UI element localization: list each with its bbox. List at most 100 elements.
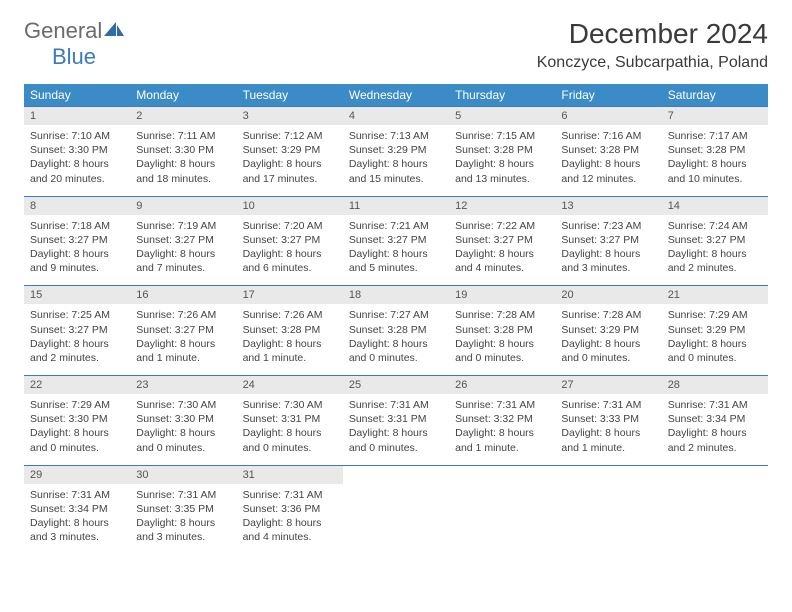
location: Konczyce, Subcarpathia, Poland [537,54,768,72]
week-row: 15Sunrise: 7:25 AMSunset: 3:27 PMDayligh… [24,286,768,376]
daylight-text-2: and 18 minutes. [136,172,230,186]
day-number: 11 [343,197,449,215]
sunrise-text: Sunrise: 7:31 AM [455,398,549,412]
day-number: 16 [130,286,236,304]
sunset-text: Sunset: 3:30 PM [136,143,230,157]
daylight-text-2: and 9 minutes. [30,261,124,275]
title-block: December 2024 Konczyce, Subcarpathia, Po… [537,18,768,72]
sunset-text: Sunset: 3:32 PM [455,412,549,426]
day-cell: 28Sunrise: 7:31 AMSunset: 3:34 PMDayligh… [662,376,768,466]
day-cell: 2Sunrise: 7:11 AMSunset: 3:30 PMDaylight… [130,107,236,197]
daylight-text-1: Daylight: 8 hours [30,247,124,261]
sunrise-text: Sunrise: 7:16 AM [561,129,655,143]
daylight-text-2: and 15 minutes. [349,172,443,186]
sunset-text: Sunset: 3:30 PM [30,143,124,157]
day-content: Sunrise: 7:31 AMSunset: 3:36 PMDaylight:… [237,484,343,555]
day-content: Sunrise: 7:28 AMSunset: 3:29 PMDaylight:… [555,304,661,375]
sunrise-text: Sunrise: 7:12 AM [243,129,337,143]
week-row: 8Sunrise: 7:18 AMSunset: 3:27 PMDaylight… [24,196,768,286]
month-title: December 2024 [537,18,768,50]
daylight-text-2: and 12 minutes. [561,172,655,186]
day-number: 13 [555,197,661,215]
day-number: 26 [449,376,555,394]
sunrise-text: Sunrise: 7:28 AM [455,308,549,322]
sunset-text: Sunset: 3:27 PM [30,233,124,247]
sunset-text: Sunset: 3:28 PM [243,323,337,337]
day-content: Sunrise: 7:18 AMSunset: 3:27 PMDaylight:… [24,215,130,286]
daylight-text-1: Daylight: 8 hours [455,337,549,351]
sunrise-text: Sunrise: 7:24 AM [668,219,762,233]
day-content: Sunrise: 7:20 AMSunset: 3:27 PMDaylight:… [237,215,343,286]
daylight-text-2: and 0 minutes. [349,441,443,455]
daylight-text-2: and 0 minutes. [30,441,124,455]
day-header-row: SundayMondayTuesdayWednesdayThursdayFrid… [24,84,768,107]
day-cell [343,465,449,554]
daylight-text-2: and 1 minute. [455,441,549,455]
daylight-text-2: and 2 minutes. [30,351,124,365]
sunrise-text: Sunrise: 7:30 AM [243,398,337,412]
day-cell: 24Sunrise: 7:30 AMSunset: 3:31 PMDayligh… [237,376,343,466]
day-header: Saturday [662,84,768,107]
daylight-text-2: and 7 minutes. [136,261,230,275]
daylight-text-2: and 17 minutes. [243,172,337,186]
daylight-text-2: and 5 minutes. [349,261,443,275]
day-cell: 6Sunrise: 7:16 AMSunset: 3:28 PMDaylight… [555,107,661,197]
day-content: Sunrise: 7:26 AMSunset: 3:27 PMDaylight:… [130,304,236,375]
day-number: 14 [662,197,768,215]
sunrise-text: Sunrise: 7:29 AM [30,398,124,412]
daylight-text-1: Daylight: 8 hours [136,426,230,440]
sunrise-text: Sunrise: 7:31 AM [349,398,443,412]
day-content: Sunrise: 7:13 AMSunset: 3:29 PMDaylight:… [343,125,449,196]
daylight-text-1: Daylight: 8 hours [243,157,337,171]
sunrise-text: Sunrise: 7:25 AM [30,308,124,322]
sunrise-text: Sunrise: 7:18 AM [30,219,124,233]
day-content: Sunrise: 7:12 AMSunset: 3:29 PMDaylight:… [237,125,343,196]
day-number: 20 [555,286,661,304]
daylight-text-2: and 2 minutes. [668,441,762,455]
sunrise-text: Sunrise: 7:31 AM [136,488,230,502]
day-content: Sunrise: 7:31 AMSunset: 3:32 PMDaylight:… [449,394,555,465]
sunset-text: Sunset: 3:29 PM [243,143,337,157]
daylight-text-2: and 4 minutes. [455,261,549,275]
day-content: Sunrise: 7:17 AMSunset: 3:28 PMDaylight:… [662,125,768,196]
sunset-text: Sunset: 3:31 PM [243,412,337,426]
day-number: 28 [662,376,768,394]
sunset-text: Sunset: 3:27 PM [243,233,337,247]
sunrise-text: Sunrise: 7:31 AM [243,488,337,502]
daylight-text-1: Daylight: 8 hours [30,157,124,171]
day-cell: 9Sunrise: 7:19 AMSunset: 3:27 PMDaylight… [130,196,236,286]
logo-blue: Blue [24,44,96,69]
day-number: 12 [449,197,555,215]
day-cell: 25Sunrise: 7:31 AMSunset: 3:31 PMDayligh… [343,376,449,466]
daylight-text-1: Daylight: 8 hours [668,247,762,261]
daylight-text-2: and 3 minutes. [561,261,655,275]
sunset-text: Sunset: 3:29 PM [561,323,655,337]
sunset-text: Sunset: 3:28 PM [561,143,655,157]
daylight-text-2: and 1 minute. [561,441,655,455]
day-content: Sunrise: 7:31 AMSunset: 3:34 PMDaylight:… [24,484,130,555]
sunrise-text: Sunrise: 7:20 AM [243,219,337,233]
day-cell: 10Sunrise: 7:20 AMSunset: 3:27 PMDayligh… [237,196,343,286]
day-cell [449,465,555,554]
logo-text: General Blue [24,18,126,70]
sunset-text: Sunset: 3:29 PM [349,143,443,157]
day-number: 29 [24,466,130,484]
day-cell: 23Sunrise: 7:30 AMSunset: 3:30 PMDayligh… [130,376,236,466]
daylight-text-2: and 1 minute. [136,351,230,365]
sunset-text: Sunset: 3:34 PM [30,502,124,516]
daylight-text-2: and 1 minute. [243,351,337,365]
daylight-text-1: Daylight: 8 hours [668,337,762,351]
logo: General Blue [24,18,126,70]
daylight-text-2: and 0 minutes. [349,351,443,365]
daylight-text-1: Daylight: 8 hours [561,337,655,351]
day-number: 3 [237,107,343,125]
day-content: Sunrise: 7:11 AMSunset: 3:30 PMDaylight:… [130,125,236,196]
day-content: Sunrise: 7:26 AMSunset: 3:28 PMDaylight:… [237,304,343,375]
daylight-text-1: Daylight: 8 hours [243,247,337,261]
sunset-text: Sunset: 3:28 PM [668,143,762,157]
logo-sail-icon [102,20,126,38]
daylight-text-2: and 0 minutes. [243,441,337,455]
day-content: Sunrise: 7:31 AMSunset: 3:33 PMDaylight:… [555,394,661,465]
sunset-text: Sunset: 3:34 PM [668,412,762,426]
day-cell: 11Sunrise: 7:21 AMSunset: 3:27 PMDayligh… [343,196,449,286]
